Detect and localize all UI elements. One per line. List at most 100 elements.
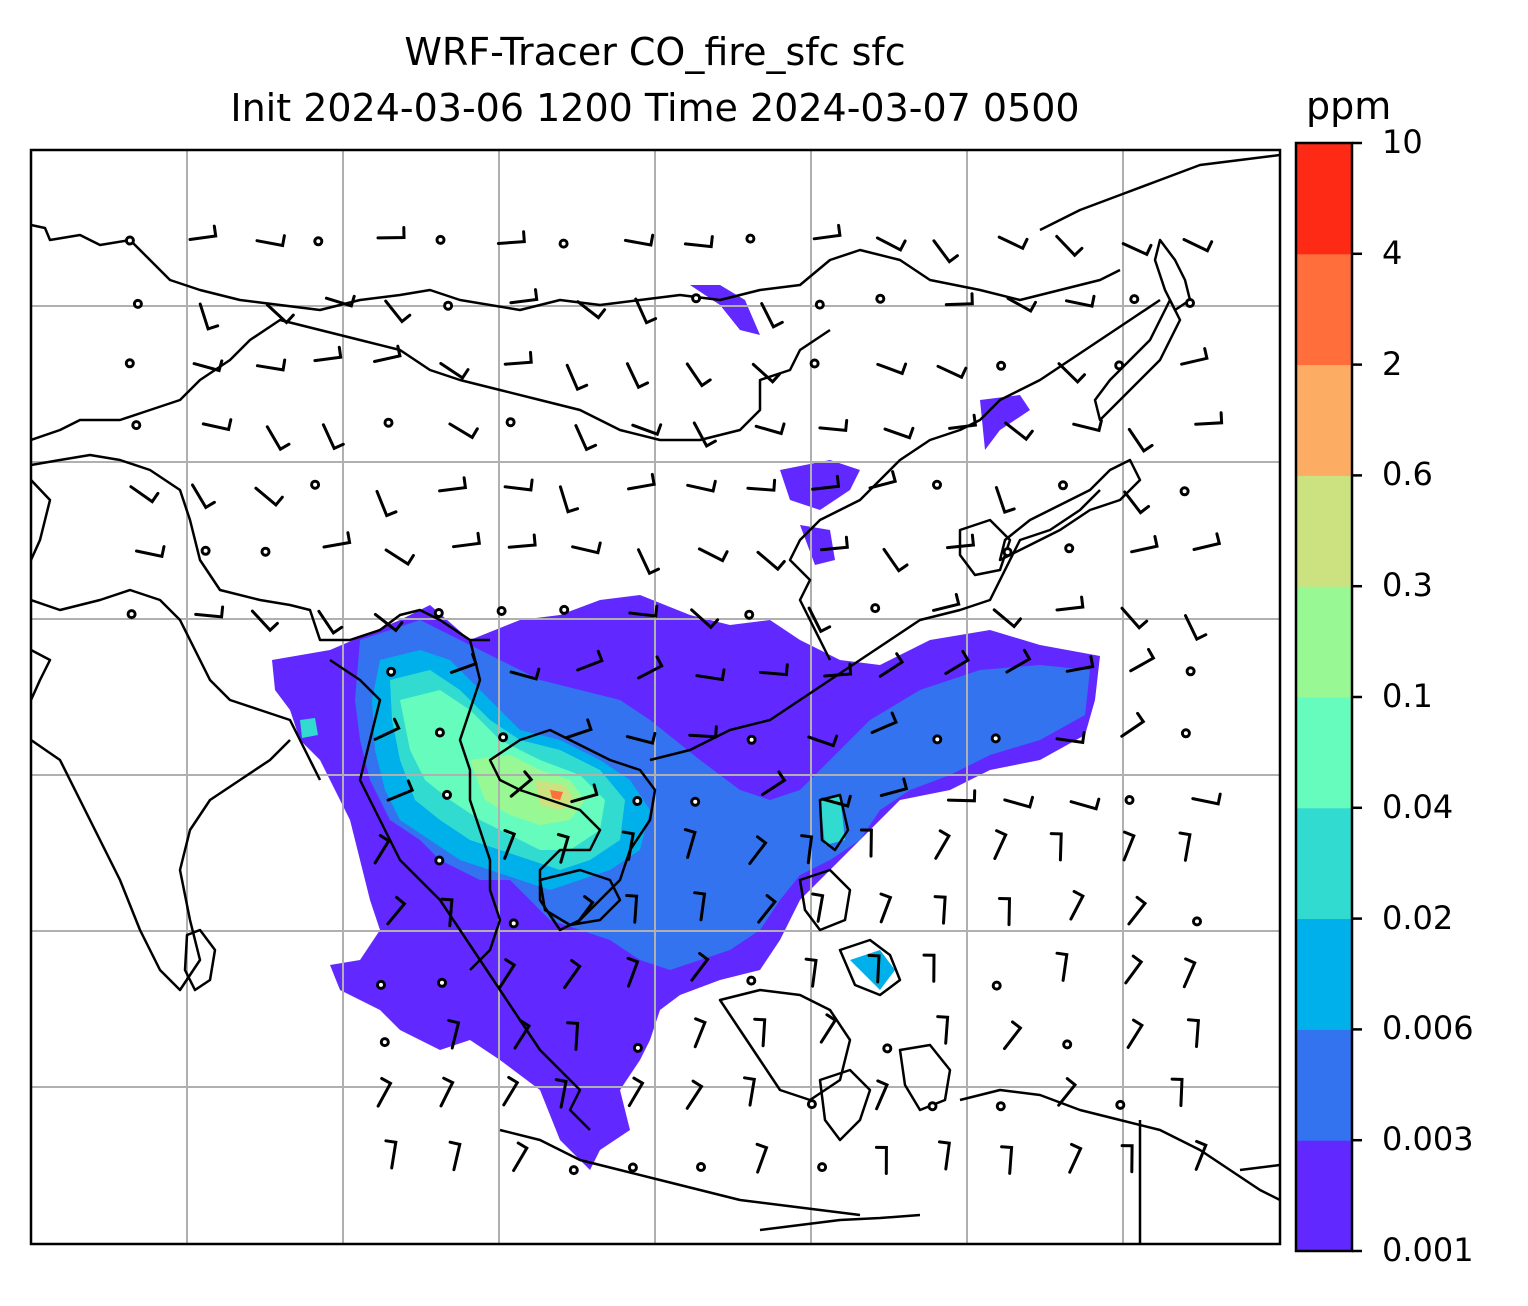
wind-barb	[756, 550, 786, 572]
wind-barb	[576, 300, 607, 320]
wind-barb	[496, 230, 526, 245]
wind-barb	[634, 297, 658, 325]
wind-barb	[948, 413, 978, 430]
wind-barb	[875, 1079, 889, 1111]
wind-barb	[692, 421, 717, 448]
wind-barb	[254, 486, 284, 508]
calm-wind-marker	[379, 1037, 390, 1048]
gridlines	[31, 150, 1280, 1244]
colorbar-segment	[1296, 475, 1352, 587]
wind-barb	[695, 668, 726, 682]
wind-barb	[452, 531, 481, 549]
wind-barb	[376, 226, 406, 240]
wind-barb	[1120, 606, 1149, 630]
wind-barb	[564, 718, 593, 740]
calm-wind-marker	[870, 603, 881, 614]
calm-wind-marker	[1179, 486, 1190, 497]
wind-barb	[946, 789, 977, 803]
wind-barb	[621, 830, 635, 861]
calm-wind-marker	[124, 235, 135, 246]
wind-barb	[759, 663, 789, 677]
wind-barb	[697, 547, 729, 563]
wind-barb	[1057, 362, 1086, 385]
wind-barb	[992, 608, 1022, 629]
wind-barb	[384, 548, 415, 567]
wind-barb	[191, 483, 216, 510]
wind-barb	[746, 478, 777, 492]
wind-barb	[936, 364, 968, 380]
calm-wind-marker	[932, 479, 942, 490]
calm-wind-marker	[434, 727, 445, 738]
wind-barb	[1069, 889, 1085, 921]
wind-barb	[1065, 294, 1096, 308]
wind-barb	[625, 362, 650, 390]
wind-barb	[685, 362, 712, 388]
wind-barb	[623, 233, 655, 247]
wind-barb	[807, 734, 839, 748]
calm-wind-marker	[746, 734, 757, 745]
wind-barb	[878, 652, 905, 678]
wind-barb	[313, 345, 343, 363]
calm-wind-marker	[260, 546, 271, 557]
wind-barb	[439, 1076, 455, 1108]
calm-wind-marker	[200, 545, 211, 556]
wind-barb	[1065, 655, 1095, 673]
wind-barb	[386, 779, 415, 802]
wind-barb	[685, 1079, 704, 1110]
wind-barb	[760, 302, 784, 329]
wind-barb	[509, 770, 534, 798]
wind-barb	[761, 770, 787, 796]
wind-barb	[998, 897, 1012, 927]
calm-wind-marker	[498, 732, 509, 743]
wind-barb	[631, 423, 663, 437]
calm-wind-marker	[505, 417, 516, 428]
colorbar-tick-label: 0.3	[1382, 566, 1433, 605]
calm-wind-marker	[383, 417, 394, 428]
calm-wind-marker	[995, 1101, 1006, 1112]
wind-barb	[625, 894, 639, 924]
wind-barb	[1006, 296, 1037, 314]
calm-wind-marker	[443, 300, 454, 311]
wind-barb	[448, 422, 479, 440]
wind-barb	[820, 535, 849, 552]
wind-barb	[575, 895, 595, 925]
wind-barb	[574, 424, 598, 452]
calm-wind-marker	[627, 1162, 638, 1173]
wind-barb	[563, 959, 582, 989]
colorbar-segment	[1296, 586, 1352, 698]
wind-barb	[1170, 1077, 1184, 1107]
wind-barb	[192, 359, 224, 373]
calm-wind-markers	[124, 233, 1202, 1176]
calm-wind-marker	[814, 299, 825, 310]
calm-wind-marker	[927, 1101, 938, 1112]
calm-wind-marker	[1185, 298, 1195, 308]
wind-barb	[867, 953, 881, 984]
wind-barb	[944, 650, 971, 675]
wind-barb	[807, 606, 832, 634]
wind-barb	[1122, 830, 1136, 862]
wind-barb	[637, 655, 664, 680]
wind-barb	[1186, 1018, 1201, 1048]
wind-barb	[198, 302, 220, 331]
wind-barb	[688, 725, 718, 739]
wind-barb	[874, 1145, 888, 1175]
wind-barb	[513, 1019, 532, 1050]
wind-barb	[1192, 532, 1222, 551]
wind-barb	[994, 486, 1016, 515]
wind-barb	[755, 1142, 769, 1174]
wind-barb	[440, 897, 454, 928]
wind-barb	[693, 891, 707, 922]
wind-barb	[811, 474, 841, 491]
calm-wind-marker	[310, 479, 321, 490]
calm-wind-marker	[376, 979, 386, 990]
wind-barb	[1003, 795, 1034, 809]
wind-barb	[376, 1077, 393, 1108]
calm-wind-marker	[809, 358, 820, 369]
wind-barb	[879, 892, 893, 924]
calm-wind-marker	[745, 233, 756, 244]
wind-barb	[1120, 711, 1146, 738]
wind-barb	[819, 1013, 838, 1044]
wind-barb	[933, 895, 947, 925]
wind-barb	[135, 545, 166, 559]
